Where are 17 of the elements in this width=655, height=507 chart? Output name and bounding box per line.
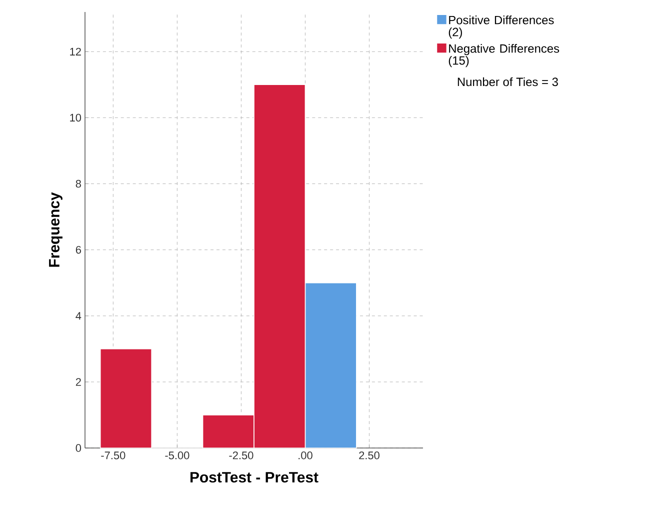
y-tick-label: 2 — [76, 378, 81, 386]
y-tick-label: 4 — [76, 312, 82, 320]
x-tick-label: -5.00 — [165, 452, 190, 460]
x-tick-label: -7.50 — [101, 452, 126, 460]
legend-label: Positive Differences (2) — [448, 16, 554, 39]
y-tick-label: 0 — [76, 444, 82, 452]
x-tick-label: -2.50 — [229, 452, 254, 460]
x-tick-label: 2.50 — [359, 452, 380, 460]
y-axis-title: Frequency — [49, 192, 62, 267]
x-tick-label: .00 — [298, 452, 312, 460]
text: Number of Ties = 3 — [458, 77, 558, 86]
y-tick-label: 6 — [76, 246, 81, 254]
y-tick-label: 10 — [70, 114, 82, 122]
legend-label: Negative Differences (15) — [448, 44, 560, 68]
y-tick-label: 12 — [70, 48, 81, 56]
x-axis-title: PostTest - PreTest — [190, 472, 318, 483]
y-tick-label: 8 — [76, 180, 81, 188]
